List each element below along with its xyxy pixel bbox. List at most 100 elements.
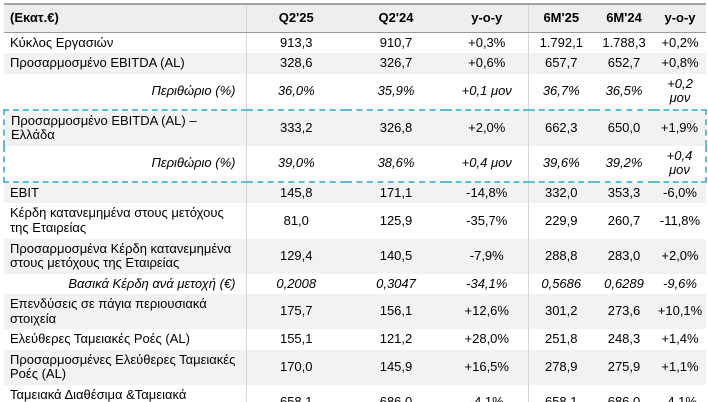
row-value: +0,2 μον <box>667 75 693 106</box>
row-value: 657,7 <box>544 55 578 71</box>
row-value: +1,1% <box>661 359 699 375</box>
row-value: 328,6 <box>279 55 313 71</box>
row-label: Επενδύσεις σε πάγια περιουσιακά στοιχεία <box>4 294 247 330</box>
row-value: +28,0% <box>446 329 529 350</box>
row-value: 913,3 <box>279 34 313 50</box>
row-value: 145,8 <box>279 184 313 200</box>
row-value: -4,1% <box>663 394 697 402</box>
table-row: Περιθώριο (%) 36,0% 35,9% +0,1 μον 36,7% 36,5… <box>4 73 706 110</box>
row-value: +12,6% <box>446 294 529 330</box>
row-value: +10,1% <box>657 303 703 319</box>
row-value: -7,9% <box>446 238 529 274</box>
row-value: 175,7 <box>279 303 313 319</box>
row-value: 0,2008 <box>276 275 317 291</box>
row-value: 140,5 <box>379 247 413 263</box>
row-value: 121,2 <box>379 331 413 347</box>
row-value: -34,1% <box>446 273 529 295</box>
row-label: Βασικά Κέρδη ανά μετοχή (€) <box>4 273 247 295</box>
row-value: 155,1 <box>279 331 313 347</box>
row-value: 662,3 <box>528 108 594 146</box>
row-value: 36,7% <box>542 82 580 98</box>
row-value: 0,5686 <box>541 275 582 291</box>
row-value: +0,1 μον <box>446 73 529 110</box>
row-value: 652,7 <box>607 55 641 71</box>
row-value: 333,2 <box>246 108 346 146</box>
row-value: 650,0 <box>594 108 654 146</box>
row-value: 129,4 <box>279 247 313 263</box>
row-value: 81,0 <box>283 212 309 228</box>
row-value: -35,7% <box>446 203 529 239</box>
table-row: Προσαρμοσμένο EBITDA (AL) 328,6 326,7 +0,6%… <box>4 53 706 74</box>
row-value: 686,0 <box>607 394 641 402</box>
row-value: 36,0% <box>277 82 315 98</box>
row-value: 326,8 <box>346 108 446 146</box>
row-value: 39,2% <box>594 145 654 183</box>
row-label: Προσαρμοσμένο EBITDA (AL) – Ελλάδα <box>3 108 247 146</box>
row-value: +1,9% <box>654 108 707 146</box>
row-value: +0,4 μον <box>654 145 707 183</box>
row-value: 0,3047 <box>376 275 416 291</box>
row-value: 283,0 <box>607 247 641 263</box>
column-header-6m-25: 6M'25 <box>528 4 594 33</box>
row-label: Προσαρμοσμένα Κέρδη κατανεμημένα στους μ… <box>4 238 247 274</box>
table-row: EBIT 145,8 171,1 -14,8% 332,0 353,3 -6,0% <box>4 181 706 204</box>
row-value: 248,3 <box>607 331 641 347</box>
column-header-q2-25: Q2'25 <box>246 4 346 33</box>
row-value: 39,6% <box>528 145 594 183</box>
row-value: +2,0% <box>661 247 699 263</box>
row-value: 260,7 <box>607 212 641 228</box>
row-value: +0,8% <box>661 55 699 71</box>
row-value: -6,0% <box>663 184 697 200</box>
row-label: Περιθώριο (%) <box>3 145 247 183</box>
row-value: 156,1 <box>379 303 413 319</box>
row-value: 229,9 <box>544 212 578 228</box>
unit-header: (Εκατ.€) <box>4 4 247 33</box>
row-value: 275,9 <box>607 359 641 375</box>
row-value: 170,0 <box>279 359 313 375</box>
table-row: Προσαρμοσμένες Ελεύθερες Ταμειακές Ροές … <box>4 349 706 385</box>
row-value: -11,8% <box>659 212 701 228</box>
row-value: 145,9 <box>379 359 413 375</box>
row-value: -4,1% <box>446 384 529 402</box>
row-value: 1.792,1 <box>539 34 583 50</box>
table-row: Ταμειακά Διαθέσιμα &Ταμειακά Ισοδύναμα 65… <box>4 384 706 402</box>
row-value: -9,6% <box>663 275 697 291</box>
row-value: 301,2 <box>544 303 578 319</box>
row-value: +0,3% <box>446 32 529 54</box>
row-value: 273,6 <box>607 303 641 319</box>
row-label: Ελεύθερες Ταμειακές Ροές (AL) <box>4 329 247 350</box>
row-value: +1,4% <box>661 331 699 347</box>
row-label: Κέρδη κατανεμημένα στους μετόχους της Ετ… <box>4 203 247 239</box>
table-row: Επενδύσεις σε πάγια περιουσιακά στοιχεία… <box>4 294 706 330</box>
row-label: Ταμειακά Διαθέσιμα &Ταμειακά Ισοδύναμα <box>4 384 247 402</box>
row-value: 36,5% <box>605 82 643 98</box>
row-value: +0,4 μον <box>446 145 529 183</box>
row-value: -14,8% <box>446 181 529 204</box>
column-header-q2-24: Q2'24 <box>346 4 446 33</box>
row-value: 0,6289 <box>604 275 644 291</box>
financial-results-table: (Εκατ.€) Q2'25 Q2'24 y-o-y 6M'25 6M'24 y… <box>3 3 707 402</box>
row-value: 288,8 <box>544 247 578 263</box>
row-value: 686,0 <box>379 394 413 402</box>
row-value: 332,0 <box>544 184 578 200</box>
column-header-6m-24: 6M'24 <box>594 4 654 33</box>
row-label: Προσαρμοσμένες Ελεύθερες Ταμειακές Ροές … <box>4 349 247 385</box>
row-label: Κύκλος Εργασιών <box>4 32 247 54</box>
row-value: 35,9% <box>377 82 415 98</box>
row-value: 658,1 <box>544 394 578 402</box>
row-value: 658,1 <box>279 394 313 402</box>
table-row: Προσαρμοσμένο EBITDA (AL) – Ελλάδα 333,2 3… <box>3 108 707 146</box>
row-value: 353,3 <box>607 184 641 200</box>
row-value: 326,7 <box>379 55 413 71</box>
row-label: Προσαρμοσμένο EBITDA (AL) <box>4 53 247 74</box>
column-header-yoy-6m: y-o-y <box>654 4 706 33</box>
row-value: 910,7 <box>379 34 413 50</box>
row-value: 39,0% <box>246 145 346 183</box>
row-value: 125,9 <box>379 212 413 228</box>
row-value: 251,8 <box>544 331 578 347</box>
row-label: EBIT <box>4 181 247 204</box>
table-row: Κύκλος Εργασιών 913,3 910,7 +0,3% 1.792,1 1.7… <box>4 32 706 54</box>
table-row: Περιθώριο (%) 39,0% 38,6% +0,4 μον 39,6% 39,2… <box>3 145 707 183</box>
row-value: +2,0% <box>446 108 529 146</box>
